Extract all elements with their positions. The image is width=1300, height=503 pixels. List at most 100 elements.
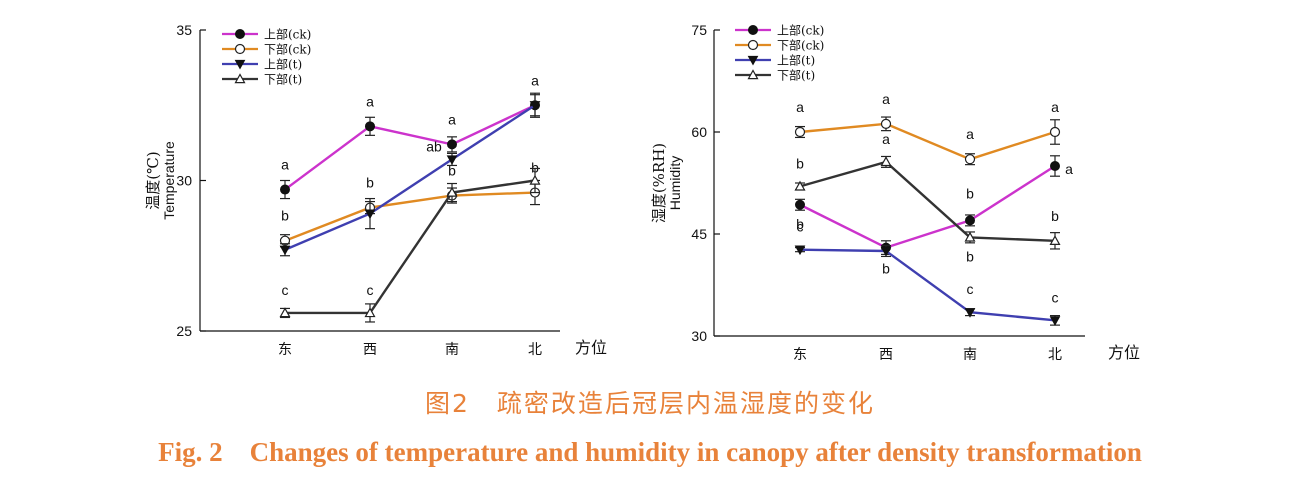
significance-label: a: [531, 72, 539, 88]
data-point: [1049, 126, 1061, 138]
legend-label: 下部(ck): [777, 38, 824, 53]
x-tick-label: 北: [528, 342, 542, 358]
series-line: [284, 191, 536, 242]
legend-label: 下部(ck): [264, 42, 311, 57]
x-axis-label: 方位: [575, 338, 607, 357]
significance-label: b: [882, 261, 890, 277]
data-point: [279, 245, 291, 256]
significance-label: b: [531, 160, 539, 176]
significance-label: b: [966, 185, 974, 201]
y-tick-label: 45: [691, 226, 707, 242]
significance-label: a: [448, 111, 456, 127]
significance-label: ab: [426, 138, 442, 154]
legend-label: 上部(ck): [264, 27, 311, 42]
data-point: [880, 118, 892, 129]
legend-marker: [234, 59, 246, 70]
legend-label: 下部(t): [777, 68, 815, 83]
y-axis-label: 温度(℃): [144, 151, 162, 209]
humidity-chart: 30 45 60 75 东 西 南 北 方位 湿度(%RH) Humidity b b b a 上部(ck) a…: [650, 22, 1140, 363]
legend-label: 下部(t): [264, 72, 302, 87]
legend-marker: [747, 69, 759, 80]
data-point: [880, 156, 892, 167]
series-line: [284, 104, 536, 191]
significance-label: a: [882, 91, 890, 107]
significance-label: b: [966, 248, 974, 264]
y-tick-label: 35: [176, 22, 192, 38]
x-axis-label: 方位: [1108, 343, 1140, 362]
significance-label: c: [282, 282, 289, 298]
legend-marker: [748, 25, 758, 35]
significance-label: c: [1052, 289, 1059, 305]
y-axis-label-english: Humidity: [667, 156, 683, 210]
x-tick-label: 东: [793, 347, 807, 363]
figure-caption-chinese: 图2 疏密改造后冠层内温湿度的变化: [425, 389, 875, 418]
data-point: [1050, 161, 1060, 171]
significance-label: b: [796, 155, 804, 171]
data-point: [446, 155, 458, 165]
data-point: [280, 184, 290, 195]
significance-label: a: [366, 93, 374, 109]
data-point: [794, 245, 806, 256]
figure: 25 30 35 东 西 南 北 方位 温度(℃) Temperature a a a a 上部(ck) b b…: [144, 22, 1140, 363]
significance-label: b: [281, 208, 289, 224]
data-point: [529, 101, 541, 111]
data-point: [1049, 316, 1061, 326]
significance-label: c: [367, 282, 374, 298]
significance-label: b: [448, 163, 456, 179]
y-axis-label-english: Temperature: [161, 141, 177, 220]
series-line: [284, 104, 536, 251]
x-tick-label: 北: [1048, 347, 1062, 363]
data-point: [964, 231, 976, 242]
x-tick-label: 东: [278, 342, 292, 358]
significance-label: b: [366, 175, 374, 191]
data-point: [364, 307, 376, 318]
series-line: [799, 164, 1056, 249]
data-point: [964, 308, 976, 318]
y-tick-label: 75: [691, 22, 707, 38]
x-tick-label: 南: [963, 347, 977, 363]
legend-marker: [747, 39, 759, 51]
significance-label: a: [882, 131, 890, 147]
significance-label: a: [281, 157, 289, 173]
significance-label: a: [796, 99, 804, 115]
temperature-chart: 25 30 35 东 西 南 北 方位 温度(℃) Temperature a a a a 上部(ck) b b…: [144, 22, 607, 358]
series-line: [799, 248, 1056, 322]
y-tick-label: 25: [176, 323, 192, 339]
data-point: [794, 180, 806, 191]
figure-caption-english: Fig. 2 Changes of temperature and humidi…: [158, 437, 1142, 467]
series-line: [285, 179, 536, 315]
legend-marker: [234, 73, 246, 84]
legend-marker: [234, 43, 246, 55]
data-point: [365, 121, 375, 132]
significance-label: b: [796, 216, 804, 232]
y-tick-label: 60: [691, 124, 707, 140]
data-point: [364, 209, 376, 220]
x-tick-label: 西: [879, 347, 893, 363]
data-point: [446, 186, 458, 197]
significance-label: a: [1065, 161, 1073, 177]
legend-label: 上部(t): [264, 57, 302, 72]
data-point: [965, 215, 975, 226]
x-tick-label: 西: [363, 342, 377, 358]
data-point: [447, 139, 457, 150]
y-tick-label: 30: [691, 328, 707, 344]
series-line: [799, 160, 1056, 242]
legend-marker: [747, 55, 759, 66]
data-point: [795, 199, 805, 210]
legend-label: 上部(ck): [777, 23, 824, 38]
significance-label: a: [966, 126, 974, 142]
significance-label: b: [1051, 208, 1059, 224]
data-point: [279, 307, 291, 318]
legend-marker: [235, 29, 245, 39]
data-point: [794, 126, 806, 138]
y-axis-label: 湿度(%RH): [650, 143, 668, 223]
y-tick-label: 30: [176, 173, 192, 189]
significance-label: c: [967, 281, 974, 297]
data-point: [880, 246, 892, 257]
series-line: [799, 122, 1056, 161]
significance-label: c: [797, 219, 804, 235]
data-point: [1049, 235, 1061, 245]
data-point: [964, 154, 976, 165]
legend-label: 上部(t): [777, 53, 815, 68]
x-tick-label: 南: [445, 342, 459, 358]
